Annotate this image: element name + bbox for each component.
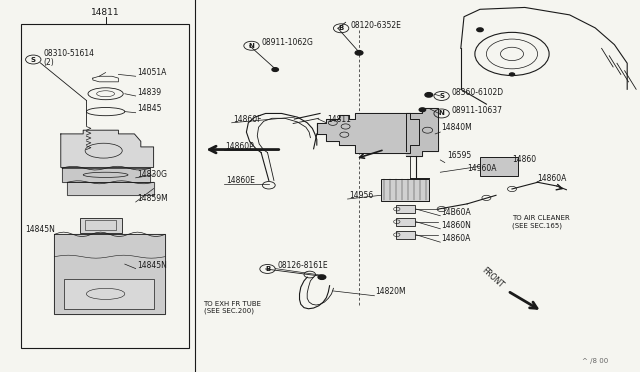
Bar	[21, 24, 189, 348]
Circle shape	[509, 73, 515, 76]
Bar	[396, 231, 415, 239]
Text: 08126-8161E: 08126-8161E	[277, 262, 328, 270]
Text: 08360-6102D: 08360-6102D	[451, 89, 503, 97]
Bar	[480, 157, 518, 176]
Text: N: N	[438, 110, 445, 116]
Text: S: S	[439, 93, 444, 99]
Circle shape	[318, 275, 326, 279]
Polygon shape	[67, 182, 154, 195]
Text: 14860A: 14860A	[442, 234, 471, 243]
Bar	[396, 218, 415, 226]
Circle shape	[272, 68, 278, 71]
Text: 14860: 14860	[512, 155, 536, 164]
Text: 14811: 14811	[92, 8, 120, 17]
Text: S: S	[31, 57, 36, 62]
Text: 14860A: 14860A	[538, 174, 567, 183]
Text: 14859M: 14859M	[138, 194, 168, 203]
Text: N: N	[248, 43, 255, 49]
Text: 14B60A: 14B60A	[442, 208, 471, 217]
Text: 14845N: 14845N	[26, 225, 56, 234]
Polygon shape	[61, 130, 154, 167]
Circle shape	[355, 51, 363, 55]
Bar	[80, 218, 122, 232]
Bar	[381, 179, 429, 201]
Text: 14820M: 14820M	[376, 288, 406, 296]
Bar	[396, 205, 415, 213]
Polygon shape	[406, 108, 438, 156]
Text: 14840M: 14840M	[442, 123, 472, 132]
Text: (2): (2)	[44, 58, 54, 67]
Text: TO AIR CLEANER
(SEE SEC.165): TO AIR CLEANER (SEE SEC.165)	[512, 215, 570, 229]
Text: 08310-51614: 08310-51614	[44, 49, 95, 58]
Circle shape	[419, 108, 426, 112]
Text: TO EXH FR TUBE
(SEE SEC.200): TO EXH FR TUBE (SEE SEC.200)	[204, 301, 262, 314]
Text: 14860N: 14860N	[442, 221, 472, 230]
Polygon shape	[317, 113, 419, 153]
Text: B: B	[339, 25, 344, 31]
Text: 14811: 14811	[328, 115, 351, 124]
Text: 08120-6352E: 08120-6352E	[351, 21, 401, 30]
Circle shape	[477, 28, 483, 32]
Text: 14830G: 14830G	[138, 170, 168, 179]
Text: 14B45: 14B45	[138, 105, 162, 113]
Text: 08911-1062G: 08911-1062G	[261, 38, 313, 47]
Text: 14860E: 14860E	[226, 176, 255, 185]
Polygon shape	[62, 168, 150, 182]
Bar	[64, 279, 154, 309]
Circle shape	[425, 93, 433, 97]
Text: 14051A: 14051A	[138, 68, 167, 77]
Text: ^ /8 00: ^ /8 00	[582, 358, 608, 364]
Text: 14860F: 14860F	[234, 115, 262, 124]
Polygon shape	[54, 234, 165, 314]
Text: 14845N: 14845N	[138, 261, 168, 270]
Text: 14839: 14839	[138, 88, 162, 97]
Text: B: B	[265, 266, 270, 272]
Text: 14860P: 14860P	[225, 142, 254, 151]
Text: 16595: 16595	[447, 151, 471, 160]
Text: 14956: 14956	[349, 191, 373, 200]
Text: FRONT: FRONT	[480, 266, 506, 290]
Text: 14960A: 14960A	[467, 164, 497, 173]
Bar	[85, 220, 116, 230]
Text: 08911-10637: 08911-10637	[451, 106, 502, 115]
